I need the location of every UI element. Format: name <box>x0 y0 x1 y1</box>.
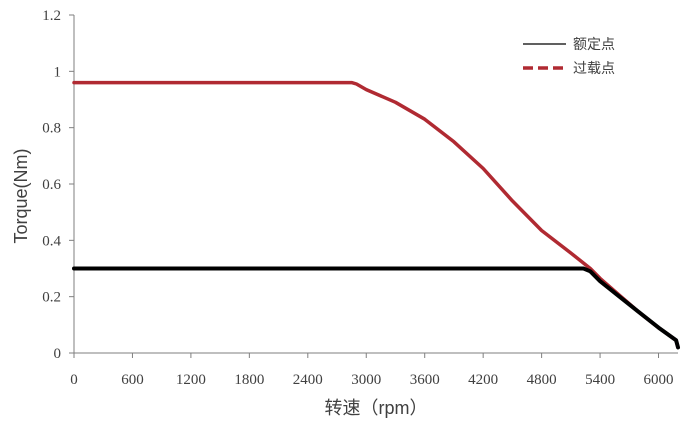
overload-curve <box>72 80 680 350</box>
x-tick-label: 1200 <box>176 372 206 388</box>
y-tick-label: 0.6 <box>42 177 61 193</box>
y-tick-label: 1.2 <box>42 8 61 24</box>
y-axis-label: Torque(Nm) <box>11 148 31 243</box>
x-tick-label: 4800 <box>527 372 557 388</box>
y-tick-label: 1 <box>54 64 62 80</box>
y-tick-label: 0.2 <box>42 290 61 306</box>
x-tick-label: 5400 <box>585 372 615 388</box>
legend-label: 过载点 <box>573 61 615 77</box>
x-tick-label: 3000 <box>351 372 381 388</box>
x-tick-label: 2400 <box>293 372 323 388</box>
ticks: 0 0.2 0.4 0.6 0.8 1 1.2 0 600 1200 1800 2400 3000 360… <box>42 8 673 388</box>
x-tick-label: 3600 <box>410 372 440 388</box>
y-tick-label: 0.8 <box>42 121 61 137</box>
x-tick-label: 4200 <box>468 372 498 388</box>
x-tick-label: 0 <box>70 372 78 388</box>
series-lines <box>72 80 680 350</box>
x-tick-label: 1800 <box>234 372 264 388</box>
legend-label: 额定点 <box>573 37 615 53</box>
rated-curve <box>72 266 680 350</box>
y-tick-label: 0.4 <box>42 233 61 249</box>
x-tick-label: 6000 <box>644 372 674 388</box>
x-tick-label: 600 <box>121 372 144 388</box>
x-axis-label: 转速（rpm） <box>325 398 428 418</box>
y-tick-label: 0 <box>54 346 62 362</box>
